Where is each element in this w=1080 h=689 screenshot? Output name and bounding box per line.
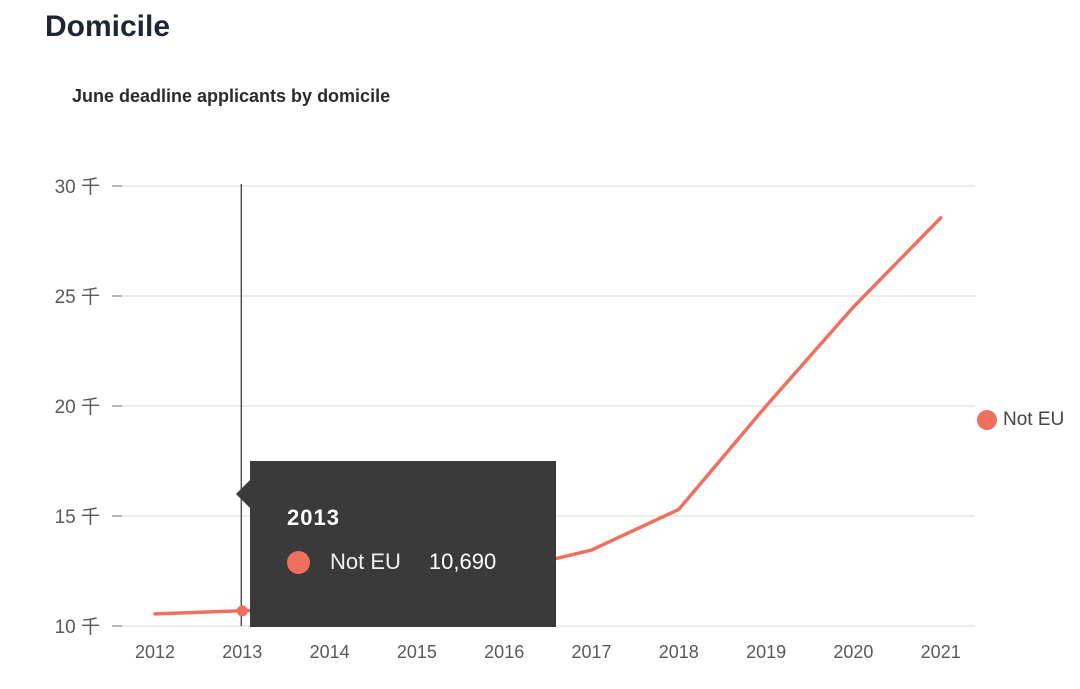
tooltip-series-name: Not EU (330, 549, 401, 574)
y-tick-label: 10 千 (55, 616, 100, 638)
tooltip-year: 2013 (287, 505, 340, 530)
x-tick-label: 2020 (833, 642, 873, 662)
x-tick-label: 2012 (135, 642, 175, 662)
y-tick-label: 30 千 (55, 176, 100, 198)
x-tick-label: 2017 (571, 642, 611, 662)
y-axis-ticks: 10 千 15 千 20 千 25 千 30 千 (55, 176, 122, 638)
tooltip-marker (287, 550, 310, 574)
x-tick-label: 2015 (397, 642, 437, 662)
x-tick-label: 2013 (222, 642, 262, 662)
data-point[interactable] (236, 605, 248, 617)
x-tick-label: 2018 (659, 642, 699, 662)
chart-title: June deadline applicants by domicile (72, 86, 391, 106)
y-tick-label: 25 千 (55, 286, 100, 308)
legend-item-not-eu[interactable]: Not EU (977, 409, 1064, 431)
x-tick-label: 2019 (746, 642, 786, 662)
legend-label: Not EU (1003, 409, 1065, 430)
x-axis-ticks: 2012 2013 2014 2015 2016 2017 2018 2019 2020 2021 (135, 642, 961, 662)
y-tick-label: 15 千 (55, 506, 100, 528)
tooltip: 2013 Not EU 10,690 (236, 461, 556, 627)
section-title: Domicile (45, 10, 171, 43)
tooltip-row: Not EU 10,690 (287, 549, 496, 575)
x-tick-label: 2021 (921, 642, 961, 662)
x-tick-label: 2016 (484, 642, 524, 662)
y-tick-label: 20 千 (55, 396, 100, 418)
x-tick-label: 2014 (310, 642, 350, 662)
tooltip-arrow (236, 480, 250, 508)
legend-marker (977, 410, 997, 430)
tooltip-value: 10,690 (428, 549, 497, 574)
